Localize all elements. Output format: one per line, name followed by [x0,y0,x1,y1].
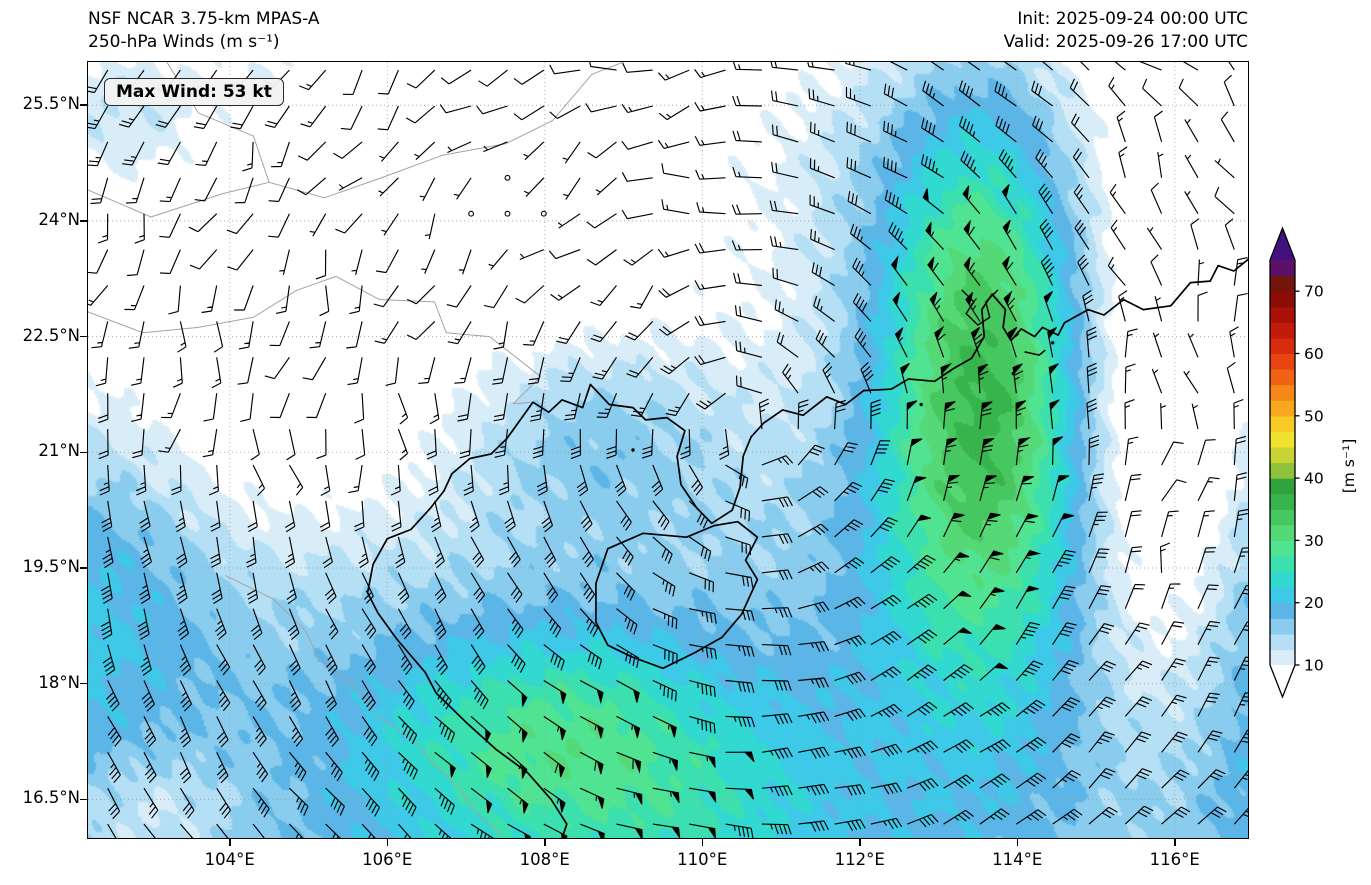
x-tick-mark [1016,839,1018,846]
calm-wind-circle [504,210,511,217]
y-tick-label: 19.5°N [22,557,80,577]
max-wind-badge: Max Wind: 53 kt [104,78,284,106]
colorbar-segment [1270,446,1295,464]
colorbar-segment [1270,291,1295,308]
colorbar-segment [1270,415,1295,432]
island-dot [919,402,923,407]
colorbar-segment [1270,431,1295,448]
wind-speed-shading [88,62,1248,838]
y-tick-label: 21°N [38,441,80,461]
valid-time: Valid: 2025-09-26 17:00 UTC [1003,32,1248,52]
x-tick-label: 112°E [834,850,885,869]
hong-kong-island [1024,349,1046,356]
y-tick-mark [80,104,87,106]
island-dot [631,448,635,452]
colorbar-segment [1270,478,1295,495]
x-tick-mark [386,839,388,846]
figure-title: NSF NCAR 3.75-km MPAS-A 250-hPa Winds (m… [88,8,320,54]
y-tick-mark [80,335,87,338]
y-tick-label: 22.5°N [22,325,80,345]
colorbar-segment [1270,618,1295,635]
x-tick-label: 106°E [362,850,413,869]
calm-wind-circle [540,210,547,217]
colorbar-extend-up-arrow [1270,228,1295,260]
colorbar-segment [1270,633,1295,651]
y-tick-mark [80,451,87,454]
y-tick-mark [80,798,87,801]
wind-barbs [88,62,1248,838]
colorbar-segment [1270,384,1295,401]
map-overlay [88,62,1248,838]
calm-wind-circle [468,210,475,217]
y-tick-label: 25.5°N [22,94,80,114]
colorbar-segment [1270,260,1295,277]
island-dot [1051,341,1055,345]
colorbar-tick-label: 10 [1304,657,1324,675]
y-tick-mark [80,220,87,222]
model-name: NSF NCAR 3.75-km MPAS-A [88,9,320,29]
colorbar-tick-label: 70 [1304,283,1324,301]
y-tick-label: 16.5°N [22,788,80,808]
colorbar-segment [1270,400,1295,417]
colorbar-segment [1270,540,1295,557]
grid-lines [88,62,1248,838]
x-tick-label: 114°E [992,850,1043,869]
field-name: 250-hPa Winds (m s⁻¹) [88,32,280,52]
colorbar-segment [1270,322,1295,339]
x-tick-label: 110°E [677,850,728,869]
x-tick-mark [701,839,703,846]
pearl-river-delta-rivers [961,289,999,326]
colorbar-segment [1270,571,1295,588]
colorbar-segment [1270,275,1295,292]
y-tick-mark [80,567,87,569]
x-tick-label: 108°E [519,850,570,869]
figure-times: Init: 2025-09-24 00:00 UTC Valid: 2025-0… [1004,8,1248,54]
max-wind-label: Max Wind: 53 kt [116,82,272,102]
calm-wind-circle [504,174,511,181]
colorbar-segment [1270,509,1295,526]
colorbar-segment [1270,353,1295,370]
x-tick-mark [544,839,546,846]
x-tick-mark [1174,839,1176,846]
x-tick-mark [859,839,861,846]
colorbar-segment [1270,649,1295,666]
colorbar-segment [1270,555,1295,573]
colorbar-unit-label: [m s⁻¹] [1340,439,1358,494]
colorbar-segment [1270,369,1295,386]
colorbar-extend-down-arrow [1270,665,1295,697]
map-plot: Max Wind: 53 kt [87,61,1249,839]
admin-border [88,275,542,405]
x-tick-mark [229,839,231,846]
init-time: Init: 2025-09-24 00:00 UTC [1017,9,1248,29]
x-tick-label: 116°E [1149,850,1200,869]
colorbar-tick-label: 50 [1304,407,1324,425]
admin-border [88,181,270,218]
admin-border [225,575,502,835]
colorbar-svg: 10 20 30 40 50 60 70 [m s⁻¹] [1269,226,1358,699]
colorbar-segment [1270,524,1295,541]
coastline-hainan [595,520,759,670]
colorbar-tick-label: 30 [1304,532,1324,550]
y-tick-label: 18°N [38,672,80,692]
y-tick-label: 24°N [38,209,80,229]
colorbar-segment [1270,602,1295,619]
colorbar: 10 20 30 40 50 60 70 [m s⁻¹] [1262,218,1371,718]
y-tick-mark [80,682,87,685]
colorbar-segment [1270,306,1295,323]
x-tick-label: 104°E [204,850,255,869]
wind-barb-pennants [449,184,1075,838]
colorbar-tick-label: 40 [1304,470,1324,488]
colorbar-segment [1270,493,1295,510]
colorbar-segment [1270,337,1295,355]
colorbar-tick-label: 60 [1304,345,1324,363]
colorbar-tick-label: 20 [1304,594,1324,612]
colorbar-segment [1270,587,1295,604]
colorbar-segment [1270,462,1295,479]
